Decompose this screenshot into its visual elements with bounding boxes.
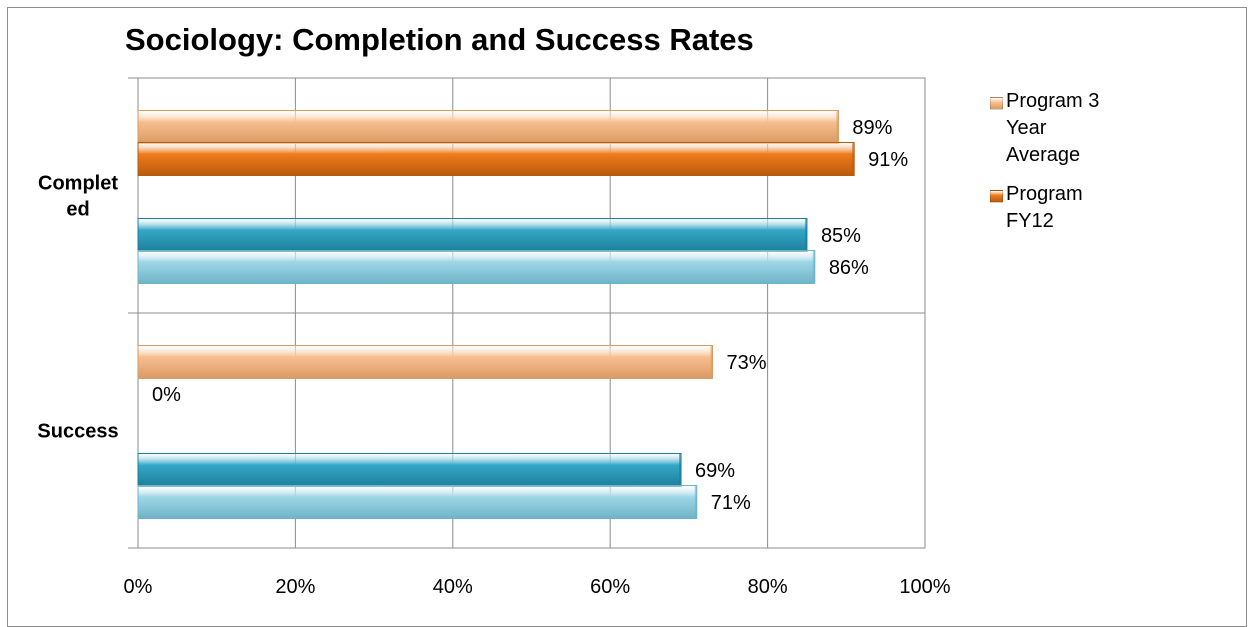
bar (137, 485, 698, 519)
data-label: 86% (829, 257, 869, 279)
x-tick-label: 60% (590, 576, 630, 598)
legend-swatch (990, 190, 1003, 203)
legend-label: Program FY12 (1006, 183, 1083, 232)
bar-end (694, 485, 697, 519)
legend-label: Program 3 Year Average (1006, 90, 1100, 166)
data-label: 89% (852, 117, 892, 139)
legend: Program 3 Year Average Program FY12 (990, 88, 1106, 247)
bar-end (836, 110, 839, 144)
data-label: 73% (727, 352, 767, 374)
bar (137, 218, 808, 252)
bar-end (710, 345, 713, 379)
data-label: 91% (868, 149, 908, 171)
x-tick-label: 0% (124, 576, 153, 598)
x-tick-label: 100% (899, 576, 950, 598)
bar (137, 250, 816, 284)
legend-swatch (990, 97, 1003, 110)
legend-item-0: Program 3 Year Average (990, 88, 1106, 169)
bar-end (812, 250, 815, 284)
category-label: Success (37, 421, 118, 443)
bar (137, 345, 714, 379)
bar (137, 110, 839, 144)
data-label: 0% (152, 384, 181, 406)
chart-title: Sociology: Completion and Success Rates (125, 22, 754, 57)
data-label: 71% (711, 492, 751, 514)
bar-end (679, 453, 682, 487)
legend-item-1: Program FY12 (990, 181, 1106, 235)
bar (137, 142, 855, 176)
category-label: Complet (38, 173, 118, 195)
data-label: 69% (695, 460, 735, 482)
category-label: ed (66, 199, 89, 221)
x-tick-label: 20% (275, 576, 315, 598)
x-tick-label: 40% (433, 576, 473, 598)
bar (137, 453, 682, 487)
bar-end (852, 142, 855, 176)
x-tick-label: 80% (748, 576, 788, 598)
bar-end (804, 218, 807, 252)
data-label: 85% (821, 225, 861, 247)
bar-chart: 0% 20% 40% 60% 80% 100% Complet ed Success 89% 73%… (37, 77, 951, 598)
